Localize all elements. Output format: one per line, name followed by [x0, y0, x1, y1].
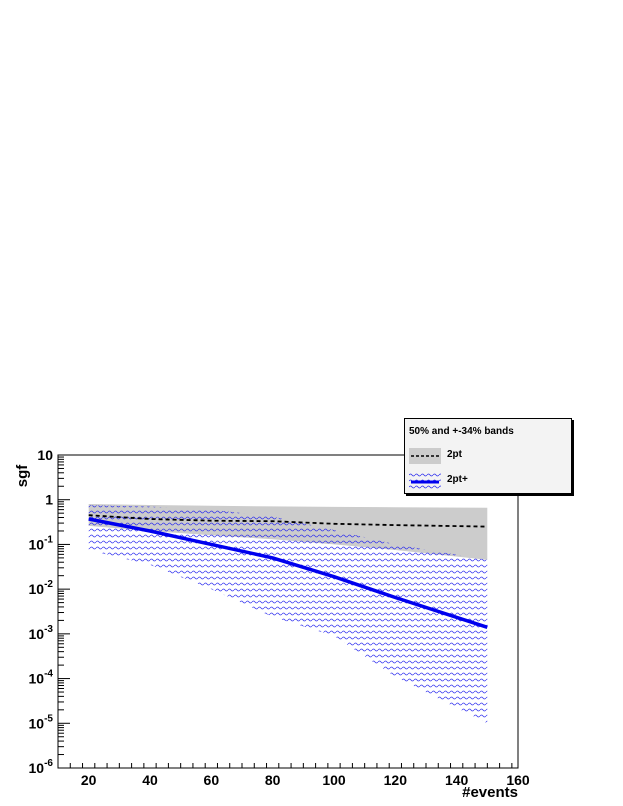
x-tick-label: 20 — [81, 772, 97, 788]
legend-entry-2pt: 2pt — [405, 446, 571, 466]
x-tick-label: 60 — [204, 772, 220, 788]
line-2pt — [88, 514, 488, 528]
legend-entry-2pt-plus: 2pt+ — [405, 471, 571, 491]
x-tick-label: 40 — [142, 772, 158, 788]
lines-layer — [88, 514, 488, 629]
legend-label-2pt-plus: 2pt+ — [447, 474, 468, 485]
bands-layer — [88, 504, 488, 724]
y-axis-title: sgf — [14, 464, 31, 488]
line-2pt-plus — [88, 517, 488, 629]
x-tick-label: 160 — [506, 772, 530, 788]
x-tick-label: 100 — [322, 772, 346, 788]
y-tick-label: 10-3 — [29, 624, 54, 642]
y-tick-label: 10-1 — [29, 534, 54, 552]
y-tick-label: 10-4 — [29, 669, 54, 687]
legend-symbol-2pt — [409, 448, 441, 464]
x-tick-label: 140 — [445, 772, 469, 788]
plot-frame — [57, 454, 519, 769]
legend: 50% and +-34% bands 2pt 2pt+ — [404, 418, 572, 494]
x-tick-label: 120 — [384, 772, 408, 788]
y-axis: 10-6 10-5 10-4 10-3 10-2 10-1 1 10 — [29, 447, 70, 776]
y-tick-label: 10 — [37, 447, 53, 463]
band-2pt-plus — [88, 505, 488, 724]
y-tick-label: 1 — [45, 492, 53, 508]
y-tick-label: 10-2 — [29, 579, 54, 597]
x-axis: 20 40 60 80 100 120 140 160 — [57, 763, 530, 788]
x-tick-label: 80 — [265, 772, 281, 788]
y-tick-label: 10-6 — [29, 758, 54, 776]
legend-title: 50% and +-34% bands — [409, 426, 514, 437]
legend-label-2pt: 2pt — [447, 449, 462, 460]
legend-symbol-2pt-plus — [409, 473, 441, 489]
x-axis-title: #events — [462, 784, 518, 801]
y-tick-label: 10-5 — [29, 713, 54, 731]
